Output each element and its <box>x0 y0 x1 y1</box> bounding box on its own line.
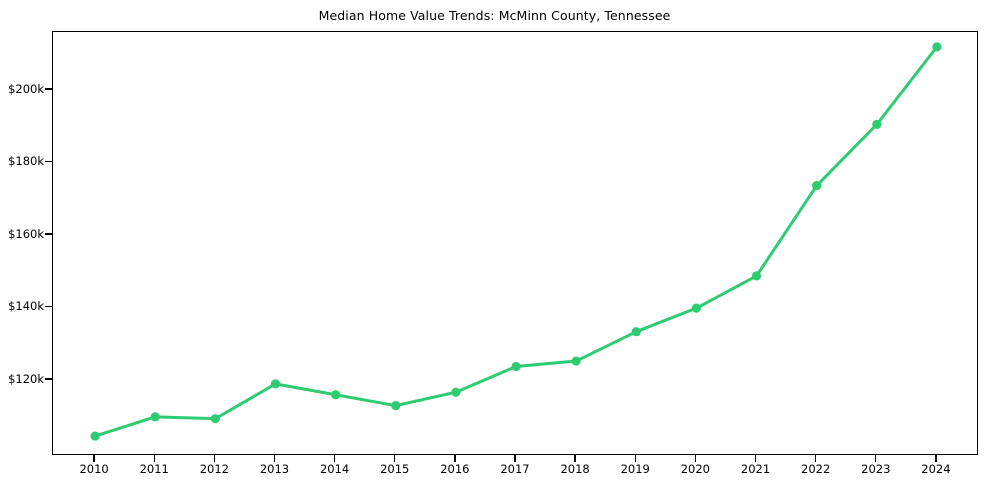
data-point-marker <box>751 271 762 281</box>
x-axis-tick-mark <box>333 455 336 462</box>
x-axis-tick-label: 2010 <box>79 462 109 476</box>
data-point-marker <box>150 412 160 422</box>
x-axis-tick-label: 2018 <box>560 462 590 476</box>
x-axis-tick-mark <box>514 455 516 462</box>
data-point-marker <box>391 401 401 411</box>
data-point-marker <box>631 327 641 337</box>
x-axis-tick-mark <box>394 455 396 462</box>
y-axis-tick-mark <box>45 88 52 90</box>
line-chart-svg <box>90 42 942 441</box>
x-axis-tick-mark <box>754 455 757 462</box>
y-axis-tick-label: $120k <box>8 371 44 386</box>
x-axis-tick-label: 2019 <box>620 462 650 476</box>
x-axis-tick-mark <box>814 455 817 462</box>
y-axis-tick-label: $180k <box>8 154 44 169</box>
data-point-marker <box>270 379 281 389</box>
data-series-line <box>93 45 939 438</box>
x-axis-tick-mark <box>93 455 95 462</box>
data-point-marker <box>210 414 220 424</box>
data-point-marker <box>451 387 461 397</box>
x-axis-tick-mark <box>634 455 636 462</box>
chart-title: Median Home Value Trends: McMinn County,… <box>318 8 671 23</box>
x-axis-tick-mark <box>875 455 877 462</box>
y-axis-tick-label: $200k <box>8 81 44 96</box>
x-axis-tick-mark <box>213 455 215 462</box>
data-point-marker <box>872 119 882 130</box>
x-axis-tick-label: 2014 <box>319 462 350 476</box>
y-axis-tick-mark <box>45 160 52 163</box>
x-axis-tick-mark <box>153 455 155 462</box>
data-point-marker <box>812 181 822 191</box>
y-axis-tick-mark <box>45 233 52 235</box>
plot-area <box>52 31 978 455</box>
y-axis-tick-mark <box>45 378 52 380</box>
x-axis-tick-label: 2021 <box>740 462 771 476</box>
x-axis-tick-label: 2015 <box>380 462 410 476</box>
x-axis-tick-label: 2022 <box>801 462 831 476</box>
data-point-marker <box>691 303 701 313</box>
data-point-marker <box>571 356 581 366</box>
data-point-marker <box>511 361 521 372</box>
x-axis-tick-label: 2013 <box>259 462 290 476</box>
x-axis-tick-mark <box>935 455 937 462</box>
data-point-marker <box>331 390 341 400</box>
x-axis-tick-label: 2011 <box>139 462 169 476</box>
x-axis-tick-label: 2012 <box>199 462 229 476</box>
x-axis-tick-label: 2023 <box>861 462 891 476</box>
x-axis-tick-mark <box>694 455 697 462</box>
x-axis-tick-label: 2016 <box>440 462 470 476</box>
x-axis-tick-label: 2020 <box>680 462 711 476</box>
x-axis-tick-mark <box>574 455 576 462</box>
y-axis-tick-label: $140k <box>8 299 44 314</box>
data-point-marker <box>932 42 942 52</box>
x-axis-tick-label: 2017 <box>500 462 530 476</box>
x-axis-tick-mark <box>273 455 276 462</box>
y-axis-tick-mark <box>45 305 52 308</box>
x-axis-tick-mark <box>454 455 456 462</box>
y-axis-tick-labels: $120k $140k $160k $180k $200k <box>0 0 44 490</box>
data-point-marker <box>90 431 100 441</box>
x-axis-tick-label: 2024 <box>921 462 951 476</box>
y-axis-tick-label: $160k <box>8 226 44 241</box>
